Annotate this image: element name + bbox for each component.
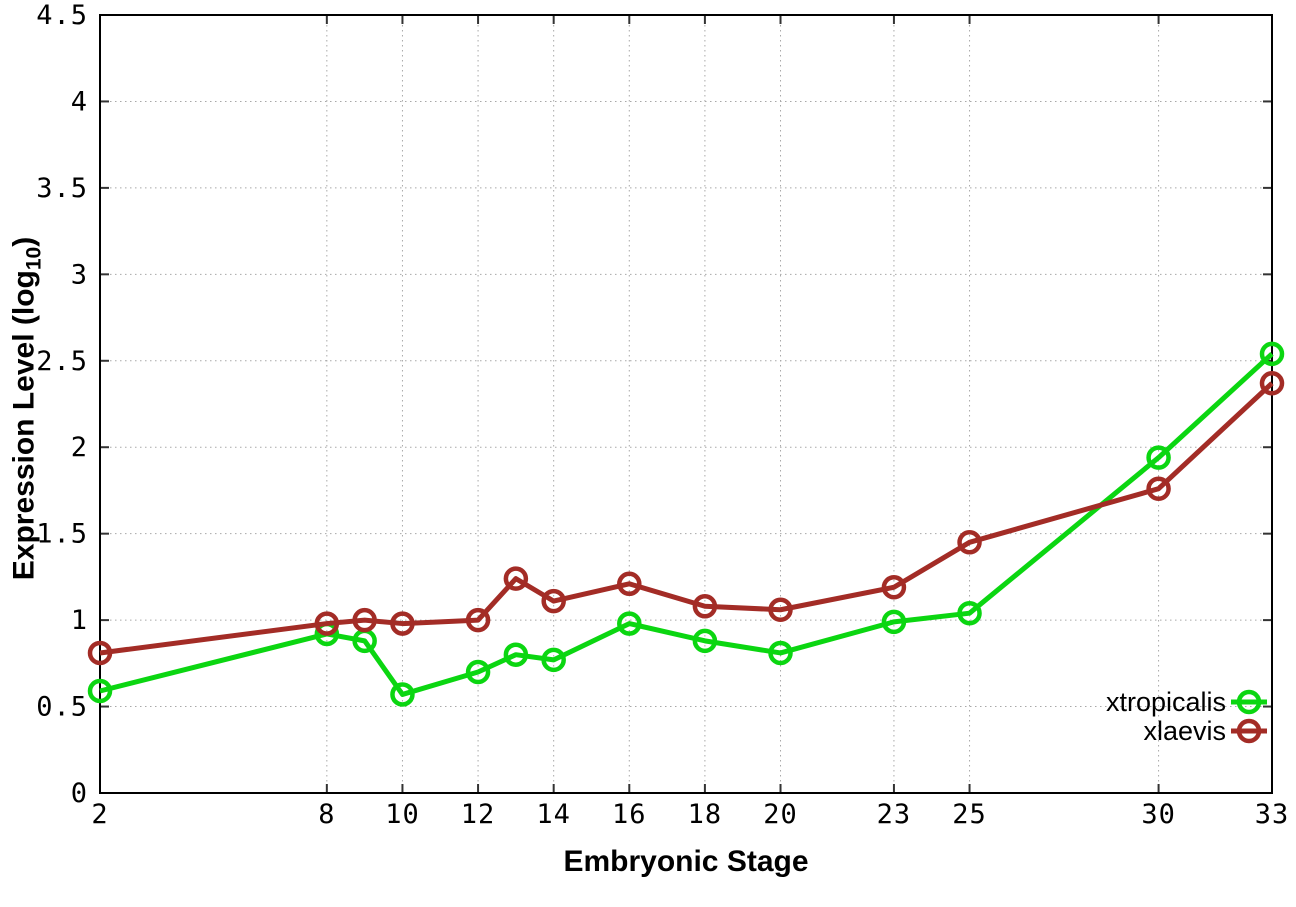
- data-point-xlaevis: [465, 607, 491, 633]
- y-tick-label: 1: [71, 605, 88, 636]
- x-tick-label: 10: [385, 799, 420, 830]
- y-axis-title-subscript: 10: [22, 246, 46, 271]
- data-point-xlaevis: [1259, 371, 1285, 396]
- data-point-xlaevis: [957, 530, 982, 555]
- y-tick-label: 4: [71, 86, 88, 117]
- plot-border: [99, 14, 1273, 794]
- x-tick-label: 2: [91, 799, 108, 830]
- data-point-xlaevis: [87, 640, 113, 666]
- y-tick-label: 1.5: [36, 519, 88, 550]
- data-point-xtropicalis: [503, 642, 529, 667]
- x-tick-label: 14: [536, 799, 571, 830]
- data-point-xtropicalis: [87, 678, 113, 704]
- data-point-xlaevis: [1146, 476, 1171, 501]
- data-point-xlaevis: [390, 611, 415, 636]
- x-tick-label: 25: [952, 799, 987, 830]
- data-point-xlaevis: [541, 588, 566, 614]
- data-point-xtropicalis: [1146, 445, 1171, 470]
- data-point-xlaevis: [692, 594, 718, 619]
- series-line-xtropicalis: [99, 352, 1274, 697]
- data-point-xtropicalis: [390, 682, 415, 707]
- series-line-xlaevis: [99, 381, 1274, 656]
- data-point-xtropicalis: [1259, 341, 1285, 367]
- x-axis-title: Embryonic Stage: [563, 845, 809, 878]
- y-axis-title-suffix: ): [7, 236, 41, 247]
- y-axis-title-text: Expression Level (log: [7, 270, 41, 581]
- data-point-xlaevis: [314, 611, 340, 636]
- x-tick-label: 8: [318, 799, 335, 830]
- y-tick-label: 3: [71, 259, 88, 290]
- y-tick-label: 2.5: [36, 346, 88, 377]
- legend-label-xlaevis: xlaevis: [1143, 716, 1226, 746]
- data-point-xlaevis: [503, 566, 529, 591]
- data-point-xlaevis: [617, 571, 642, 597]
- data-point-xtropicalis: [881, 609, 907, 635]
- legend-label-xtropicalis: xtropicalis: [1106, 687, 1226, 717]
- data-point-xlaevis: [352, 607, 377, 633]
- y-tick-label: 0.5: [36, 692, 88, 723]
- y-axis-title: Expression Level (log10): [8, 129, 47, 689]
- x-tick-label: 16: [612, 799, 647, 830]
- data-point-xtropicalis: [957, 600, 982, 626]
- x-tick-label: 20: [763, 799, 798, 830]
- y-tick-label: 3.5: [36, 173, 88, 204]
- data-point-xtropicalis: [541, 647, 566, 673]
- x-tick-label: 12: [461, 799, 496, 830]
- data-point-xlaevis: [881, 575, 907, 600]
- data-point-xlaevis: [768, 597, 793, 622]
- x-tick-label: 18: [688, 799, 723, 830]
- legend-sample-marker-xlaevis: [1236, 718, 1262, 744]
- x-tick-label: 33: [1255, 799, 1290, 830]
- y-tick-label: 0: [71, 778, 88, 809]
- y-tick-label: 4.5: [36, 0, 88, 31]
- y-tick-label: 2: [71, 432, 88, 463]
- data-point-xtropicalis: [768, 640, 793, 666]
- data-point-xtropicalis: [617, 611, 642, 636]
- x-tick-label: 30: [1141, 799, 1176, 830]
- data-point-xtropicalis: [465, 659, 491, 685]
- legend-sample-marker-xtropicalis: [1236, 689, 1262, 715]
- data-point-xtropicalis: [692, 628, 718, 654]
- x-tick-label: 23: [877, 799, 912, 830]
